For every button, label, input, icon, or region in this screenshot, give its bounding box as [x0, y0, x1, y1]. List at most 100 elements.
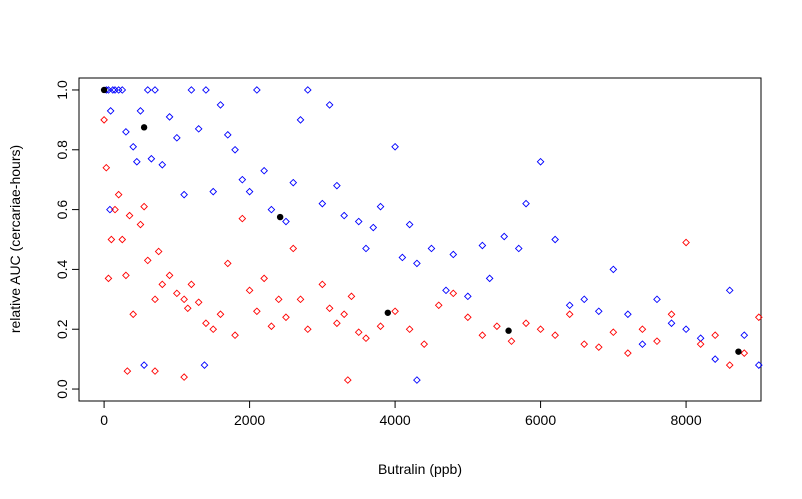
point — [463, 292, 472, 301]
point — [180, 295, 188, 304]
point — [449, 250, 458, 259]
point — [565, 301, 574, 310]
point — [154, 247, 163, 256]
point — [194, 298, 203, 307]
point — [343, 376, 352, 384]
point — [754, 361, 763, 369]
point — [318, 280, 327, 289]
x-tick-label: 6000 — [525, 412, 556, 428]
point — [522, 319, 530, 328]
point — [667, 319, 676, 328]
point — [638, 325, 647, 334]
point — [682, 325, 690, 334]
point — [114, 190, 123, 199]
point — [740, 331, 749, 340]
point — [333, 319, 341, 328]
y-tick-label: 0.4 — [54, 259, 70, 279]
x-tick-label: 8000 — [670, 412, 701, 428]
point — [253, 86, 261, 94]
point — [209, 325, 218, 334]
point — [136, 107, 145, 115]
point — [725, 286, 734, 295]
point — [463, 313, 472, 322]
plot-box — [78, 77, 762, 402]
point — [180, 373, 188, 381]
point — [398, 253, 407, 262]
point — [653, 337, 661, 346]
point — [354, 328, 363, 337]
point — [274, 295, 283, 304]
point — [282, 217, 290, 226]
point — [580, 295, 589, 304]
point — [493, 322, 501, 331]
point — [754, 313, 763, 322]
point — [202, 319, 210, 328]
y-tick-label: 0.8 — [54, 140, 70, 160]
point — [151, 295, 159, 304]
point — [140, 202, 148, 211]
point — [238, 214, 247, 223]
point — [123, 367, 132, 375]
y-tick-label: 0.0 — [54, 379, 70, 399]
point — [354, 217, 363, 226]
point — [231, 331, 239, 340]
point — [711, 355, 720, 363]
point — [609, 328, 618, 337]
point — [514, 244, 523, 253]
point — [223, 130, 232, 139]
point — [100, 86, 108, 94]
point — [143, 256, 152, 265]
point — [624, 349, 632, 357]
point — [158, 160, 167, 169]
point — [151, 367, 159, 375]
point — [609, 265, 618, 274]
x-tick-label: 4000 — [380, 412, 411, 428]
point — [594, 343, 603, 352]
point — [245, 187, 254, 196]
point — [129, 142, 138, 151]
point — [427, 244, 436, 253]
point — [102, 163, 111, 172]
point — [442, 286, 450, 295]
point — [238, 175, 247, 184]
point — [362, 334, 370, 343]
x-axis-label: Butralin (ppb) — [378, 461, 462, 477]
point — [253, 307, 261, 316]
point — [485, 274, 494, 283]
point — [551, 331, 559, 340]
point — [347, 292, 356, 301]
point — [384, 309, 392, 316]
point — [420, 340, 429, 349]
point — [303, 325, 312, 334]
point — [165, 271, 174, 280]
point — [505, 327, 512, 334]
point — [296, 116, 305, 124]
point — [536, 325, 545, 334]
point — [478, 241, 487, 250]
point — [260, 274, 268, 283]
point — [147, 154, 156, 163]
point — [325, 101, 334, 109]
point — [551, 235, 559, 244]
point — [376, 202, 385, 211]
point — [340, 211, 348, 220]
point — [369, 223, 378, 232]
point — [132, 157, 141, 166]
y-tick-label: 0.2 — [54, 319, 70, 339]
x-tick-label: 2000 — [234, 412, 265, 428]
point — [296, 295, 305, 304]
point — [725, 361, 734, 369]
point — [183, 304, 192, 313]
point — [333, 181, 341, 190]
y-tick-label: 1.0 — [54, 80, 70, 100]
point — [187, 280, 196, 289]
point — [522, 199, 530, 208]
point — [140, 124, 148, 131]
y-tick-label: 0.6 — [54, 200, 70, 220]
point — [289, 178, 298, 187]
point — [122, 127, 130, 136]
point — [500, 232, 509, 241]
point — [735, 348, 742, 355]
point — [405, 220, 414, 229]
point — [711, 331, 720, 340]
